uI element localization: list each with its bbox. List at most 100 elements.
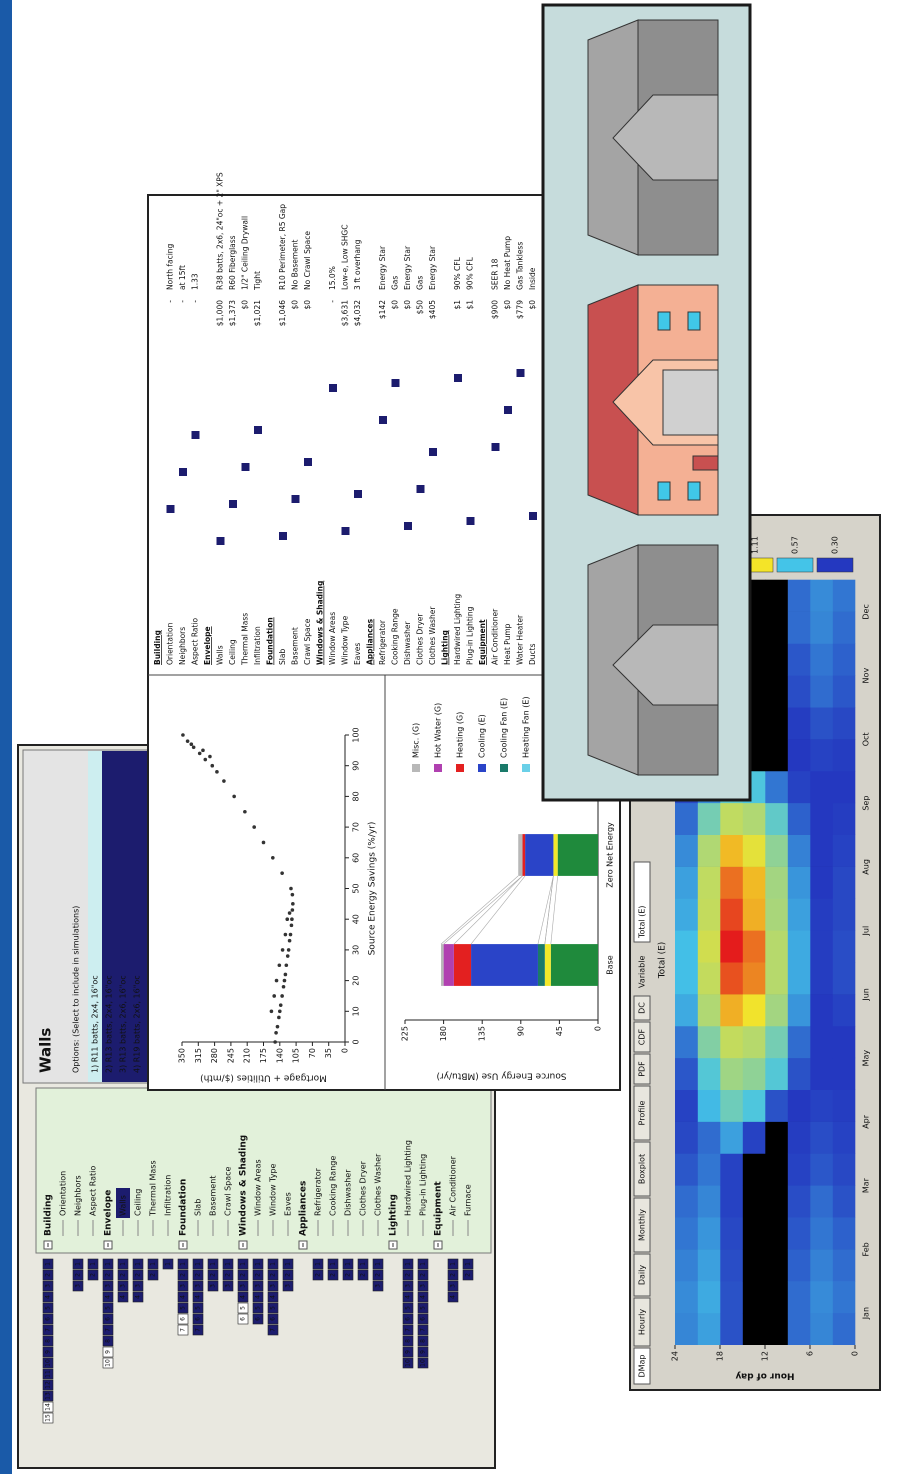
heat-cell: [743, 1281, 766, 1313]
collage: Walls Options: (Select to include in simu…: [0, 0, 899, 1474]
step-number: 4: [420, 1295, 427, 1299]
tornado-group: Equipment: [478, 619, 487, 665]
step-number: 2: [405, 1273, 412, 1277]
step-number: 2: [420, 1273, 427, 1277]
tree-item: Ceiling: [134, 1189, 143, 1216]
heat-cell: [810, 835, 833, 867]
heat-cell: [788, 1090, 811, 1122]
tab-label: Hourly: [638, 1309, 647, 1335]
tab-label: DC: [638, 1002, 647, 1014]
heat-cell: [833, 994, 856, 1026]
tornado-desc: Energy Star: [428, 245, 437, 290]
step-number: 3: [285, 1284, 292, 1288]
tornado-desc: Energy Star: [378, 245, 387, 290]
tree-group: Building: [44, 1194, 54, 1236]
heat-cell: [810, 1026, 833, 1058]
heat-cell: [833, 612, 856, 644]
bar-segment: [444, 944, 454, 986]
heat-cell: [720, 962, 743, 994]
heat-cell: [810, 1313, 833, 1345]
heat-cell: [698, 1090, 721, 1122]
heat-cell: [833, 1058, 856, 1090]
tab-label: Boxplot: [638, 1154, 647, 1184]
heat-cell: [675, 1026, 698, 1058]
point: [201, 749, 205, 753]
step-number: 2: [285, 1273, 292, 1277]
point: [276, 1025, 280, 1029]
point: [222, 779, 226, 783]
tornado-box: [192, 431, 200, 439]
step-number: 1: [90, 1262, 97, 1266]
tornado-cost: $1,021: [253, 300, 262, 326]
tornado-label: Thermal Mass: [241, 613, 250, 666]
point: [289, 887, 293, 891]
heat-cell: [833, 803, 856, 835]
options-label: Options: (Select to include in simulatio…: [72, 906, 81, 1073]
point: [190, 742, 194, 746]
heat-cell: [675, 803, 698, 835]
tornado-label: Crawl Space: [303, 618, 312, 665]
heat-cell: [810, 675, 833, 707]
heat-cell: [698, 1217, 721, 1249]
heat-cell: [833, 1313, 856, 1345]
step-number: 1: [345, 1262, 352, 1266]
heat-cell: [833, 835, 856, 867]
window: [688, 482, 700, 500]
heat-cell: [743, 835, 766, 867]
tree-group: Lighting: [389, 1194, 399, 1236]
tree-item: Dishwasher: [344, 1169, 353, 1216]
heat-cell: [698, 1313, 721, 1345]
step-number: 15: [45, 1414, 52, 1422]
tornado-desc: 15.0%: [328, 266, 337, 290]
point: [274, 1031, 278, 1035]
tornado-desc: Gas: [416, 276, 425, 290]
heat-cell: [788, 675, 811, 707]
tree-item: Crawl Space: [224, 1166, 233, 1216]
tab-label: Monthly: [638, 1209, 647, 1241]
tornado-label: Ceiling: [228, 639, 237, 665]
heat-cell: [720, 867, 743, 899]
step-number: 1: [75, 1262, 82, 1266]
bar-segment: [518, 834, 522, 876]
heat-cell: [810, 1058, 833, 1090]
heat-cell: [788, 1122, 811, 1154]
option-text: 4) R19 batts, 2x6, 16"oc: [133, 975, 142, 1073]
x-tick-label: Jan: [862, 1307, 871, 1320]
heat-cell: [720, 930, 743, 962]
heat-cell: [720, 1185, 743, 1217]
tornado-cost: $0: [528, 300, 537, 310]
heat-cell: [810, 771, 833, 803]
tornado-box: [292, 495, 300, 503]
tornado-group: Envelope: [203, 626, 212, 665]
heat-cell: [810, 898, 833, 930]
heat-cell: [675, 1058, 698, 1090]
point: [288, 911, 292, 915]
y-tick-label: 0: [851, 1351, 860, 1356]
tornado-desc: SEER 18: [491, 258, 500, 290]
tree-item: Thermal Mass: [149, 1160, 158, 1217]
tornado-cost: $3,631: [341, 300, 350, 326]
step-number: 1: [225, 1262, 232, 1266]
x-tick-label: 20: [352, 976, 361, 986]
heat-cell: [788, 1026, 811, 1058]
tree-item: Walls: [119, 1195, 128, 1216]
heat-cell: [788, 1249, 811, 1281]
heat-cell: [765, 1313, 788, 1345]
x-tick-label: 50: [352, 883, 361, 893]
step-number: 6: [240, 1317, 247, 1321]
point: [284, 973, 288, 977]
tornado-cost: $142: [378, 300, 387, 319]
point: [285, 963, 289, 967]
point: [280, 871, 284, 875]
y-tick-label: 90: [516, 1026, 525, 1036]
step-number: 3: [255, 1284, 262, 1288]
step-number: 1: [45, 1262, 52, 1266]
heat-cell: [810, 707, 833, 739]
heat-cell: [788, 867, 811, 899]
step-number: 10: [105, 1359, 112, 1367]
step-number: 1: [180, 1262, 187, 1266]
heat-cell: [675, 1185, 698, 1217]
tab-label: DMap: [638, 1354, 647, 1377]
heat-cell: [788, 580, 811, 612]
x-tick-label: Apr: [862, 1114, 871, 1129]
